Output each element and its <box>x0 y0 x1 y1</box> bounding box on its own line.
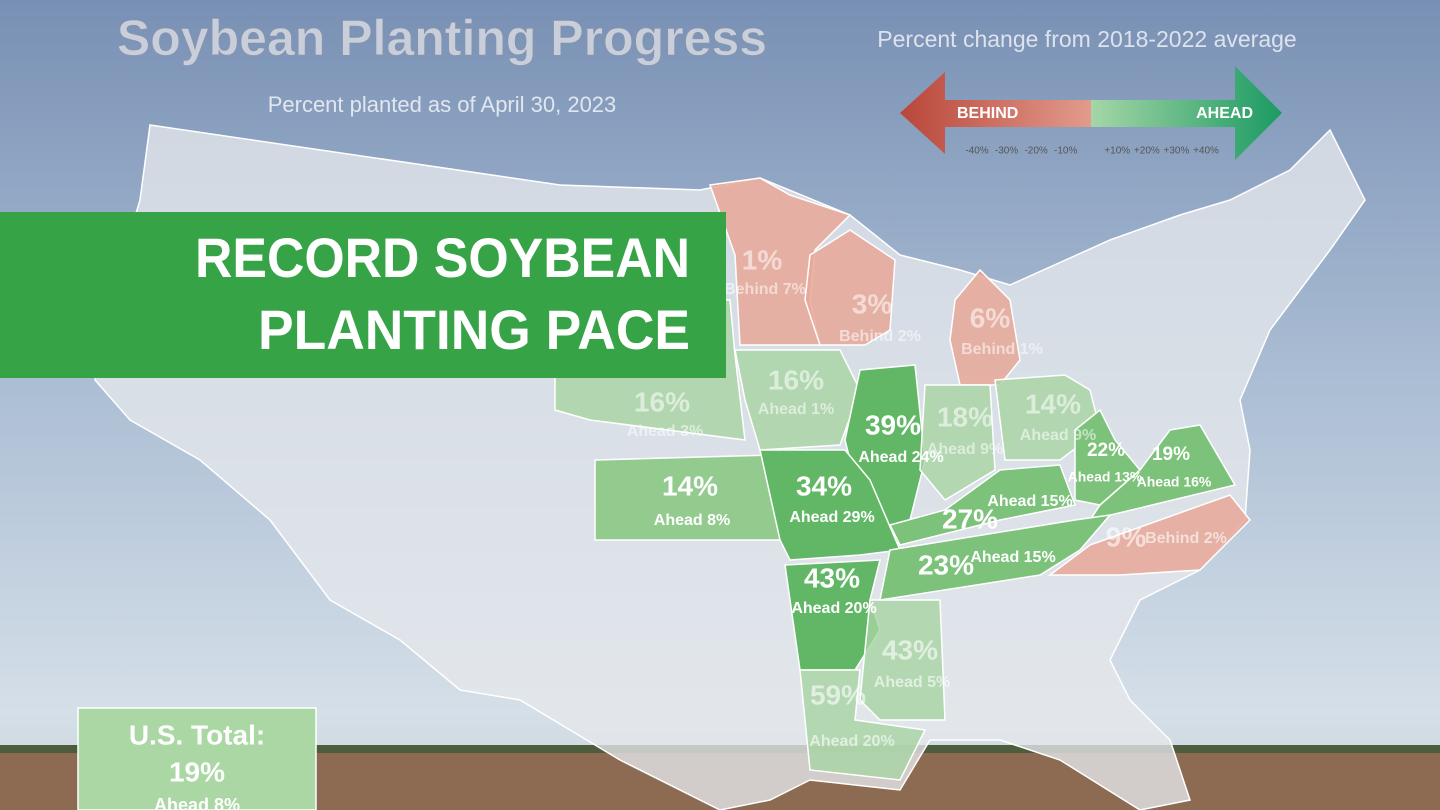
state-percent: 43% <box>804 562 860 593</box>
state-change: Ahead 5% <box>874 674 950 691</box>
legend-behind: BEHIND <box>957 105 1018 122</box>
state-label: 34% Ahead 29% <box>789 470 874 526</box>
us-total-label: U.S. Total: <box>129 719 265 750</box>
legend-arrow <box>900 66 1282 160</box>
mississippi <box>859 599 946 721</box>
state-label: 19% Ahead 16% <box>1137 444 1212 490</box>
state-percent: 18% <box>937 401 993 432</box>
state-change: Ahead 1% <box>758 401 834 418</box>
iowa <box>734 349 861 451</box>
legend-tick: +10% <box>1104 146 1130 157</box>
legend-tick: -20% <box>1024 146 1047 157</box>
state-percent: 6% <box>970 302 1011 333</box>
wisconsin <box>804 229 896 346</box>
state-percent: 3% <box>852 288 893 319</box>
legend-scale: BEHIND AHEAD -40% -30% -20% -10% +10% +20% +30… <box>900 66 1282 160</box>
state-label: 43% Ahead 5% <box>874 634 950 691</box>
state-label: 18% Ahead 9% <box>927 401 1003 458</box>
state-label: 59% Ahead 20% <box>809 679 894 750</box>
state-label: 1% Behind 7% <box>724 244 806 298</box>
state-percent: 19% <box>1152 444 1190 465</box>
state-percent: 14% <box>662 470 718 501</box>
legend-title: Percent change from 2018-2022 average <box>877 26 1296 52</box>
kentucky <box>888 464 1077 546</box>
north-carolina <box>1047 494 1252 576</box>
michigan <box>949 268 1021 386</box>
state-percent: 14% <box>1025 388 1081 419</box>
legend-tick: -10% <box>1054 146 1077 157</box>
legend-tick: -30% <box>995 146 1018 157</box>
state-change: Ahead 3% <box>627 423 703 440</box>
state-change: Ahead 15% <box>987 493 1072 510</box>
banner-line: RECORD SOYBEAN <box>195 226 690 289</box>
state-label: 16% Ahead 1% <box>758 364 834 418</box>
us-total-change: Ahead 8% <box>154 795 240 810</box>
state-change: Ahead 16% <box>1137 474 1212 490</box>
state-change: Behind 7% <box>724 281 806 298</box>
state-change: Ahead 8% <box>654 512 730 529</box>
subtitle: Percent planted as of April 30, 2023 <box>268 92 617 117</box>
state-percent: 39% <box>865 409 921 440</box>
state-label: 9%Behind 2% <box>1106 521 1227 552</box>
state-change: Behind 2% <box>839 328 921 345</box>
state-label: 43% Ahead 20% <box>791 562 876 617</box>
state-change: Ahead 20% <box>791 600 876 617</box>
state-label: 23%Ahead 15% <box>918 549 1056 580</box>
banner <box>0 212 726 378</box>
state-percent: 27% <box>942 503 998 534</box>
state-change: Ahead 13% <box>1068 469 1143 485</box>
state-change: Ahead 20% <box>809 733 894 750</box>
state-label: 16% Ahead 3% <box>627 386 703 440</box>
state-labels: 1% Behind 7% 3% Behind 2% 6% Behind 1% 16% A… <box>627 244 1227 750</box>
state-change: Behind 1% <box>961 341 1043 358</box>
legend-tick: +20% <box>1134 146 1160 157</box>
state-change: Ahead 24% <box>858 449 943 466</box>
state-label: 39% Ahead 24% <box>858 409 943 466</box>
state-percent: 9% <box>1106 521 1147 552</box>
state-label: 27%Ahead 15% <box>942 493 1073 534</box>
legend-ticks: -40% -30% -20% -10% +10% +20% +30% +40% <box>965 146 1219 157</box>
missouri <box>759 449 902 561</box>
state-label: 6% Behind 1% <box>961 302 1043 358</box>
louisiana <box>799 669 927 781</box>
state-percent: 43% <box>882 634 938 665</box>
state-percent: 34% <box>796 470 852 501</box>
title: Soybean Planting Progress <box>117 10 767 66</box>
legend-tick: -40% <box>965 146 988 157</box>
state-change: Ahead 15% <box>970 549 1055 566</box>
state-percent: 16% <box>634 386 690 417</box>
state-change: Ahead 29% <box>789 509 874 526</box>
state-percent: 1% <box>742 244 783 275</box>
state-percent: 59% <box>810 679 866 710</box>
indiana <box>919 384 996 501</box>
us-total-percent: 19% <box>169 756 225 787</box>
state-change: Ahead 9% <box>927 441 1003 458</box>
state-label: 14% Ahead 9% <box>1020 388 1096 444</box>
legend-tick: +40% <box>1193 146 1219 157</box>
banner-line: PLANTING PACE <box>258 298 690 361</box>
state-change: Behind 2% <box>1145 530 1227 547</box>
state-change: Ahead 9% <box>1020 427 1096 444</box>
legend-tick: +30% <box>1163 146 1189 157</box>
state-percent: 23% <box>918 549 974 580</box>
state-label: 3% Behind 2% <box>839 288 921 345</box>
state-label: 14% Ahead 8% <box>654 470 730 529</box>
state-percent: 16% <box>768 364 824 395</box>
state-label: 22% Ahead 13% <box>1068 440 1143 485</box>
legend-ahead: AHEAD <box>1196 105 1253 122</box>
state-percent: 22% <box>1087 440 1125 461</box>
us-total-box <box>77 707 317 810</box>
